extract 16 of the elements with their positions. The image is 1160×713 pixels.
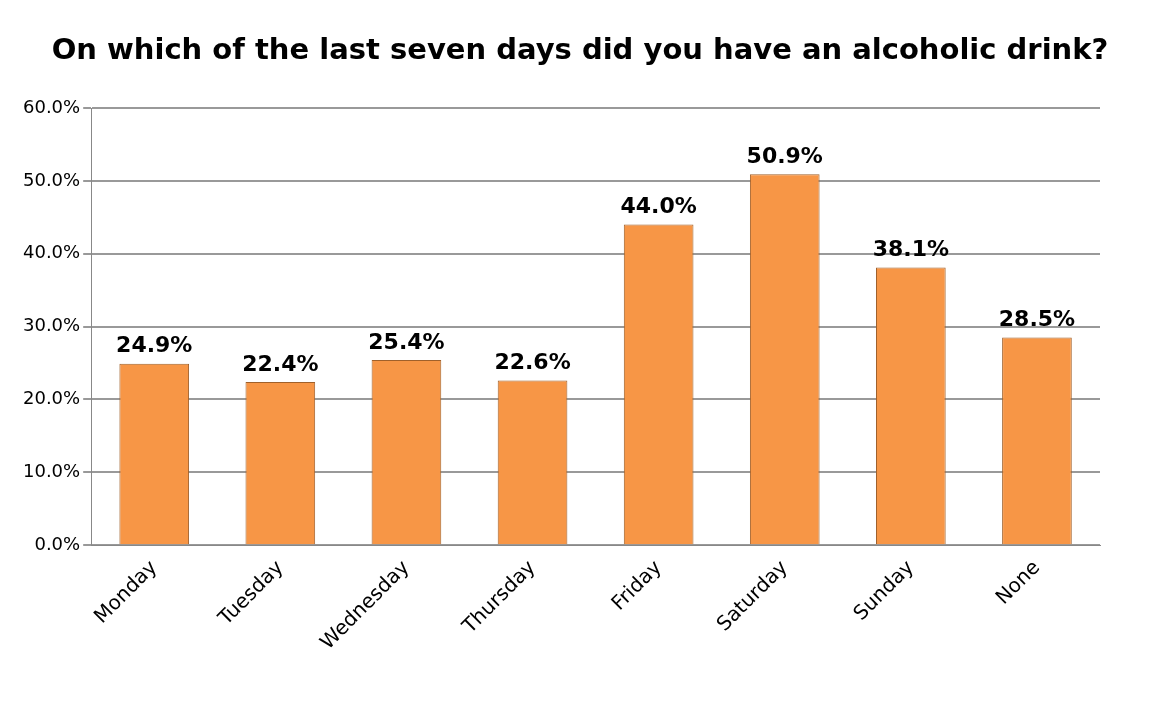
- data-label: 38.1%: [872, 236, 950, 262]
- data-label: 25.4%: [368, 328, 445, 354]
- data-label: 28.5%: [998, 306, 1076, 332]
- y-tick-label: 20.0%: [22, 387, 81, 409]
- y-tick-label: 50.0%: [22, 168, 81, 190]
- data-label: 50.9%: [746, 143, 823, 169]
- data-label: 22.6%: [494, 349, 571, 375]
- y-tick-label: 40.0%: [22, 241, 81, 263]
- data-label: 24.9%: [116, 332, 193, 358]
- y-tick-label: 30.0%: [22, 314, 81, 336]
- data-label: 22.4%: [242, 350, 319, 376]
- y-tick-label: 0.0%: [34, 532, 81, 554]
- chart-title: On which of the last seven days did you have an alcoholic drink?: [50, 31, 1110, 68]
- y-tick-label: 10.0%: [22, 459, 81, 481]
- y-tick-label: 60.0%: [22, 95, 81, 117]
- data-label: 44.0%: [620, 193, 697, 219]
